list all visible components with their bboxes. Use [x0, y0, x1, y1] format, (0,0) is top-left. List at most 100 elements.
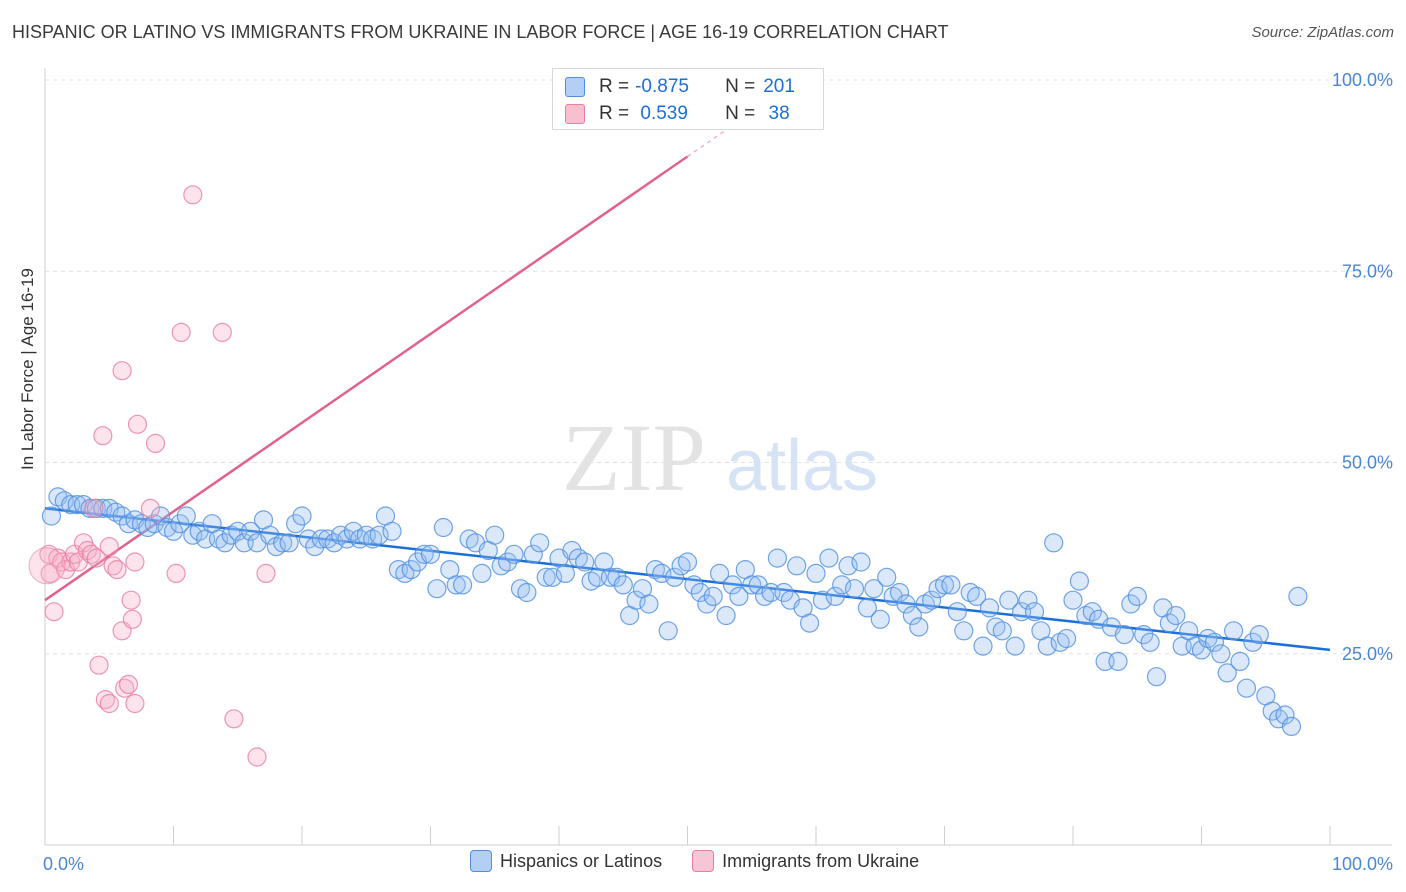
point-ukraine [112, 361, 132, 381]
stats-n-value: 201 [763, 76, 795, 97]
point-ukraine [247, 747, 267, 767]
point-hispanic [176, 506, 196, 526]
y-tick-label: 50.0% [1342, 453, 1393, 473]
point-hispanic [1108, 651, 1128, 672]
point-hispanic [864, 579, 884, 599]
point-ukraine [145, 433, 166, 453]
stats-swatch-hispanic [565, 77, 585, 97]
point-ukraine [81, 544, 101, 564]
point-hispanic [1243, 632, 1263, 652]
axes [44, 68, 1392, 846]
point-hispanic [1262, 701, 1282, 721]
point-hispanic [658, 621, 678, 641]
point-hispanic [1114, 624, 1135, 645]
point-hispanic [382, 521, 402, 541]
series-hispanic [41, 487, 1308, 737]
legend-item-ukraine[interactable]: Immigrants from Ukraine [692, 850, 919, 872]
point-hispanic [992, 621, 1012, 641]
legend: Hispanics or Latinos Immigrants from Ukr… [470, 850, 949, 872]
point-hispanic [832, 575, 852, 595]
point-hispanic [1121, 594, 1141, 614]
point-ukraine [107, 559, 127, 580]
point-ukraine [183, 185, 203, 205]
point-hispanic [877, 567, 897, 587]
point-hispanic [517, 582, 537, 603]
point-hispanic [664, 567, 685, 587]
stats-swatch-ukraine [565, 104, 585, 124]
point-hispanic [433, 517, 453, 538]
point-ukraine [118, 674, 139, 695]
point-hispanic [684, 575, 704, 595]
legend-item-hispanic[interactable]: Hispanics or Latinos [470, 850, 662, 872]
chart-title: HISPANIC OR LATINO VS IMMIGRANTS FROM UK… [12, 22, 949, 42]
point-hispanic [909, 617, 929, 637]
point-ukraine [44, 602, 64, 622]
point-hispanic [774, 582, 794, 603]
x-tick-label: 100.0% [1332, 854, 1393, 874]
point-hispanic [966, 586, 987, 607]
stats-row-ukraine: R = 0.539 N = 38 [565, 101, 790, 127]
point-ukraine [121, 590, 141, 610]
trend-line-ukraine [44, 155, 689, 602]
point-hispanic [1249, 624, 1269, 645]
point-ukraine [125, 693, 145, 714]
point-hispanic [1018, 590, 1038, 610]
point-hispanic [163, 521, 184, 541]
point-hispanic [286, 514, 306, 534]
point-hispanic [716, 605, 736, 626]
stats-n-label: N = [725, 103, 756, 124]
point-hispanic [401, 559, 421, 580]
point-hispanic [947, 602, 967, 622]
stats-box: R = -0.875 N = 201 R = 0.539 N = 38 [552, 68, 824, 130]
point-hispanic [1082, 602, 1102, 622]
point-hispanic [1288, 586, 1308, 607]
point-hispanic [536, 567, 556, 587]
point-ukraine [99, 536, 119, 557]
point-hispanic [498, 552, 518, 572]
point-hispanic [697, 594, 717, 614]
point-hispanic [215, 533, 235, 553]
point-hispanic [921, 590, 942, 610]
point-hispanic [709, 563, 730, 584]
point-hispanic [112, 506, 132, 526]
point-hispanic [1127, 586, 1147, 607]
point-ukraine [140, 498, 160, 518]
point-hispanic [1024, 602, 1045, 622]
point-hispanic [151, 506, 171, 526]
point-hispanic [806, 563, 826, 584]
point-hispanic [453, 575, 473, 595]
y-tick-label: 100.0% [1332, 70, 1393, 90]
point-hispanic [542, 567, 563, 587]
point-ukraine [166, 563, 186, 584]
point-hispanic [787, 556, 807, 576]
point-hispanic [999, 590, 1019, 610]
point-hispanic [941, 575, 961, 595]
point-hispanic [241, 521, 261, 541]
point-hispanic [870, 609, 890, 629]
point-hispanic [934, 575, 955, 595]
watermark-atlas: atlas [726, 426, 878, 506]
point-hispanic [652, 563, 672, 584]
point-hispanic [979, 598, 1000, 618]
series-ukraine [39, 185, 276, 767]
point-hispanic [1166, 605, 1186, 626]
point-ukraine [122, 609, 142, 629]
point-hispanic [607, 567, 627, 587]
point-hispanic [1159, 613, 1180, 633]
point-hispanic [504, 544, 524, 564]
point-hispanic [1069, 571, 1090, 591]
point-hispanic [613, 575, 633, 595]
point-hispanic [851, 552, 871, 572]
point-hispanic [1204, 632, 1225, 652]
point-hispanic [857, 598, 878, 618]
point-hispanic [729, 586, 749, 607]
stats-r-label: R = [599, 76, 630, 97]
point-ukraine [171, 322, 191, 342]
stats-row-hispanic: R = -0.875 N = 201 [565, 74, 795, 100]
point-hispanic [472, 563, 492, 584]
point-hispanic [1275, 705, 1295, 725]
point-hispanic [273, 533, 293, 553]
stats-r-value: -0.875 [635, 76, 689, 97]
point-hispanic [427, 579, 447, 599]
